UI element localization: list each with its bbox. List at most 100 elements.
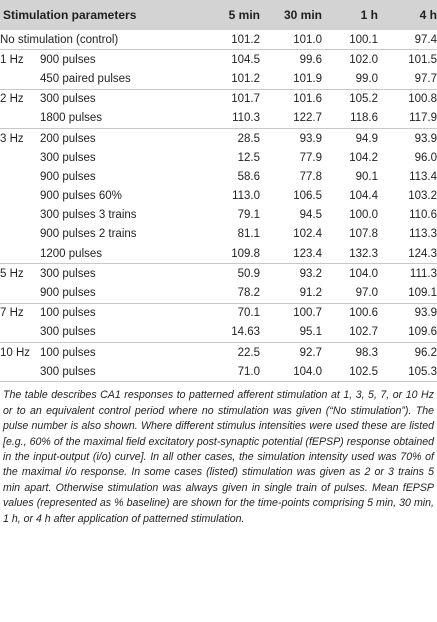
value-4h-cell: 101.5: [378, 49, 437, 70]
condition-cell: 900 pulses: [40, 49, 202, 70]
table-row: 450 paired pulses 101.2 101.9 99.0 97.7: [0, 69, 437, 89]
frequency-cell: [0, 109, 40, 129]
header-4h: 4 h: [419, 8, 437, 22]
condition-cell: 450 paired pulses: [40, 72, 131, 85]
condition-cell: 900 pulses 2 trains: [40, 228, 137, 241]
value-1h-cell: 97.0: [355, 287, 378, 300]
table-row: 10 Hz 100 pulses 22.5 92.7 98.3 96.2: [0, 342, 437, 363]
table-row: No stimulation (control) 101.2 101.0 100.1 9…: [0, 30, 437, 50]
frequency-cell: [0, 167, 40, 186]
condition-cell: 300 pulses: [40, 326, 96, 339]
value-30min-cell: 95.1: [299, 326, 322, 339]
table-row: 900 pulses 78.2 91.2 97.0 109.1: [0, 283, 437, 303]
value-30min-cell: 123.4: [293, 247, 322, 260]
value-4h-cell: 96.0: [414, 151, 437, 164]
value-1h-cell: 104.4: [349, 190, 378, 203]
value-30min-cell: 92.7: [260, 342, 322, 363]
value-4h-cell: 105.3: [378, 362, 437, 383]
table-row: 1200 pulses 109.8 123.4 132.3 124.3: [0, 244, 437, 264]
value-30min-cell: 93.2: [260, 263, 322, 284]
value-30min-cell: 101.6: [260, 88, 322, 109]
value-30min-cell: 106.5: [293, 190, 322, 203]
value-5min-cell: 28.5: [202, 127, 260, 149]
condition-cell: 300 pulses: [40, 151, 96, 164]
value-5min-cell: 81.1: [237, 228, 260, 241]
value-30min-cell: 100.7: [260, 302, 322, 323]
value-4h-cell: 93.9: [378, 127, 437, 149]
table-row: 1 Hz 900 pulses 104.5 99.6 102.0 101.5: [0, 49, 437, 70]
condition-cell: 300 pulses 3 trains: [40, 209, 137, 222]
value-1h-cell: 118.6: [350, 112, 378, 125]
value-5min-cell: 70.1: [202, 302, 260, 323]
frequency-cell: [0, 323, 40, 343]
value-1h-cell: 98.3: [322, 342, 378, 363]
table-row: 300 pulses 71.0 104.0 102.5 105.3: [0, 362, 437, 383]
condition-cell: 1800 pulses: [40, 112, 103, 125]
frequency-cell: [0, 225, 40, 244]
value-5min-cell: 101.7: [202, 88, 260, 109]
condition-cell: 100 pulses: [40, 302, 202, 323]
value-1h-cell: 105.2: [322, 88, 378, 109]
frequency-cell: 5 Hz: [0, 263, 40, 284]
value-5min-cell: 110.3: [232, 112, 260, 125]
frequency-cell: 7 Hz: [0, 302, 40, 323]
frequency-cell: [0, 362, 40, 383]
value-30min-cell: 101.9: [293, 72, 322, 85]
value-1h-cell: 100.0: [349, 209, 378, 222]
results-table: Stimulation parameters 5 min 30 min 1 h …: [0, 0, 437, 383]
frequency-cell: [0, 206, 40, 225]
condition-cell: 300 pulses: [40, 263, 202, 284]
value-4h-cell: 109.6: [408, 326, 437, 339]
value-30min-cell: 122.7: [293, 112, 322, 125]
value-4h-cell: 113.4: [409, 170, 437, 183]
condition-cell: 1200 pulses: [40, 247, 103, 260]
table-body: No stimulation (control) 101.2 101.0 100.1 9…: [0, 30, 437, 383]
condition-cell: No stimulation (control): [0, 33, 119, 46]
frequency-cell: [0, 187, 40, 206]
value-30min-cell: 102.4: [293, 228, 322, 241]
value-1h-cell: 107.8: [349, 228, 378, 241]
header-stimulation-parameters: Stimulation parameters: [3, 8, 137, 22]
value-5min-cell: 109.8: [231, 247, 260, 260]
table-row: 300 pulses 14.63 95.1 102.7 109.6: [0, 323, 437, 343]
value-5min-cell: 14.63: [231, 326, 260, 339]
frequency-cell: 2 Hz: [0, 88, 40, 109]
table-row: 300 pulses 12.5 77.9 104.2 96.0: [0, 148, 437, 167]
value-4h-cell: 103.2: [408, 190, 437, 203]
value-4h-cell: 111.3: [378, 263, 437, 284]
condition-cell: 900 pulses: [40, 170, 96, 183]
value-5min-cell: 79.1: [237, 209, 260, 222]
value-1h-cell: 90.1: [355, 170, 378, 183]
value-5min-cell: 101.2: [231, 72, 260, 85]
value-5min-cell: 58.6: [237, 170, 260, 183]
value-1h-cell: 100.6: [322, 302, 378, 323]
frequency-cell: [0, 244, 40, 264]
table-row: 2 Hz 300 pulses 101.7 101.6 105.2 100.8: [0, 88, 437, 109]
table-row: 900 pulses 2 trains 81.1 102.4 107.8 113.3: [0, 225, 437, 244]
value-5min-cell: 113.0: [232, 190, 260, 203]
value-5min-cell: 22.5: [202, 342, 260, 363]
value-30min-cell: 93.9: [260, 127, 322, 149]
value-30min-cell: 94.5: [299, 209, 322, 222]
frequency-cell: [0, 148, 40, 167]
table-row: 900 pulses 60% 113.0 106.5 104.4 103.2: [0, 187, 437, 206]
table-row: 900 pulses 58.6 77.8 90.1 113.4: [0, 167, 437, 186]
value-4h-cell: 97.4: [414, 33, 437, 46]
value-5min-cell: 101.2: [231, 33, 260, 46]
value-1h-cell: 100.1: [349, 33, 378, 46]
value-4h-cell: 93.9: [378, 302, 437, 323]
frequency-cell: [0, 283, 40, 303]
value-30min-cell: 77.8: [299, 170, 322, 183]
value-1h-cell: 94.9: [322, 127, 378, 149]
table-row: 7 Hz 100 pulses 70.1 100.7 100.6 93.9: [0, 302, 437, 323]
value-4h-cell: 124.3: [408, 247, 437, 260]
value-5min-cell: 71.0: [202, 362, 260, 383]
value-4h-cell: 100.8: [378, 88, 437, 109]
table-row: 5 Hz 300 pulses 50.9 93.2 104.0 111.3: [0, 263, 437, 284]
table-container: Stimulation parameters 5 min 30 min 1 h …: [0, 0, 437, 525]
header-30min: 30 min: [283, 8, 322, 22]
condition-cell: 300 pulses: [40, 362, 202, 383]
condition-cell: 300 pulses: [40, 88, 202, 109]
value-1h-cell: 99.0: [355, 72, 378, 85]
value-30min-cell: 77.9: [299, 151, 322, 164]
